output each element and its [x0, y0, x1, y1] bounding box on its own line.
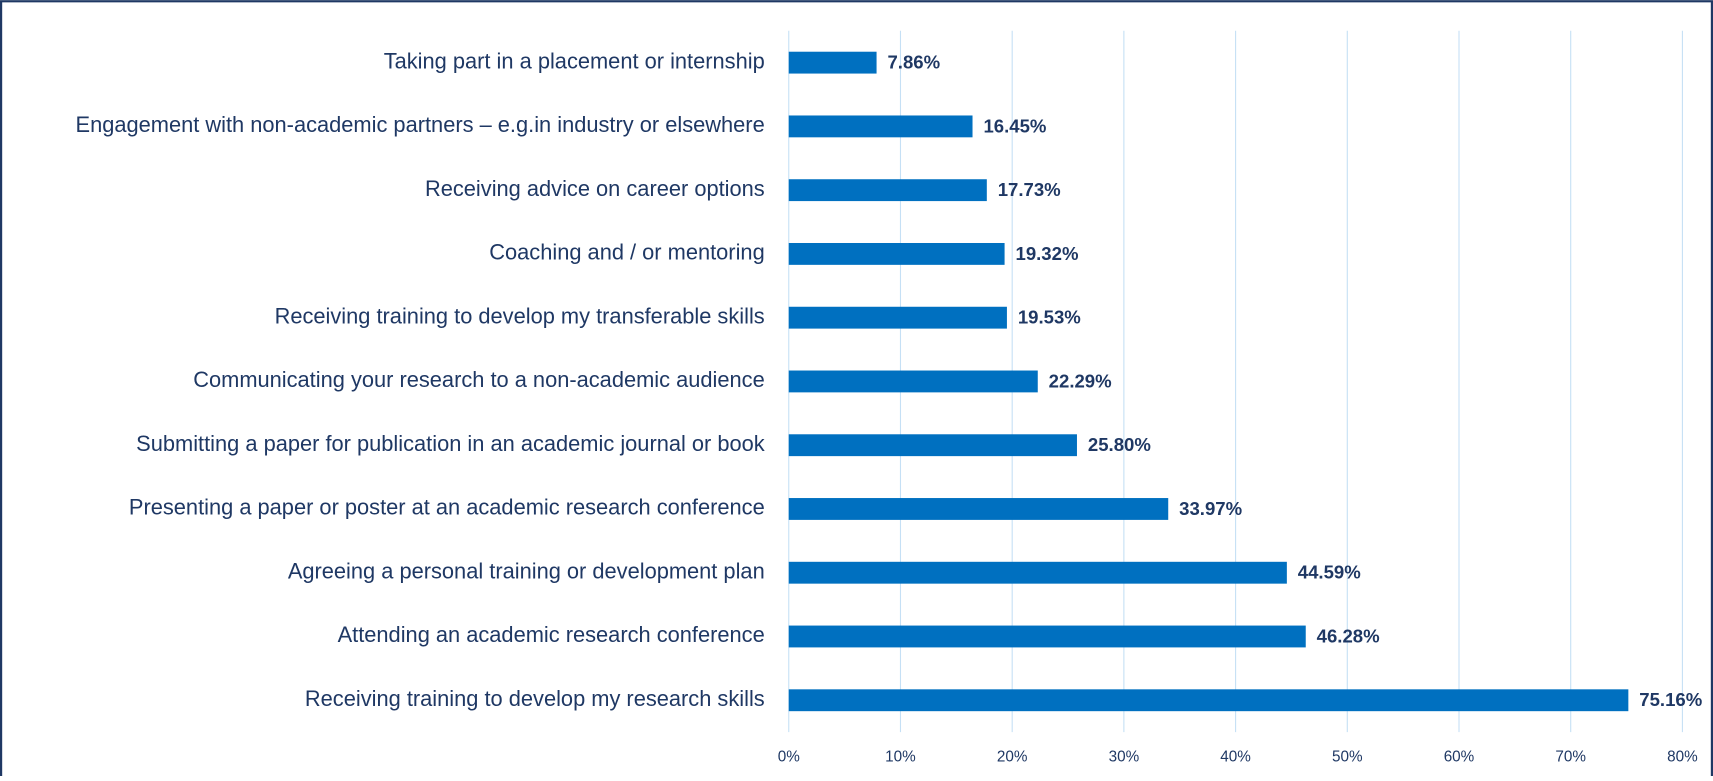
- x-tick-label: 60%: [1444, 748, 1475, 765]
- value-label: 46.28%: [1317, 625, 1380, 646]
- bar: [788, 625, 1306, 648]
- category-label: Attending an academic research conferenc…: [338, 622, 765, 647]
- x-tick-label: 20%: [997, 748, 1028, 765]
- x-tick-label: 80%: [1667, 748, 1698, 765]
- x-tick-label: 40%: [1220, 748, 1251, 765]
- value-label: 44.59%: [1298, 562, 1361, 583]
- value-label: 19.32%: [1016, 243, 1079, 264]
- value-label: 75.16%: [1639, 689, 1702, 710]
- bar: [788, 434, 1077, 457]
- bar: [788, 370, 1038, 393]
- category-label: Coaching and / or mentoring: [489, 240, 764, 265]
- category-label: Agreeing a personal training or developm…: [288, 558, 765, 583]
- value-label: 25.80%: [1088, 434, 1151, 455]
- x-tick-label: 50%: [1332, 748, 1363, 765]
- bar: [788, 179, 987, 202]
- x-tick-label: 70%: [1555, 748, 1586, 765]
- category-label: Receiving training to develop my researc…: [305, 686, 765, 711]
- value-label: 17.73%: [998, 179, 1061, 200]
- category-label: Engagement with non-academic partners – …: [76, 112, 765, 137]
- value-label: 7.86%: [887, 52, 940, 73]
- x-tick-label: 0%: [778, 748, 800, 765]
- value-label: 19.53%: [1018, 307, 1081, 328]
- bar: [788, 689, 1629, 712]
- category-label: Receiving advice on career options: [425, 176, 765, 201]
- category-label: Taking part in a placement or internship: [384, 48, 765, 73]
- category-label: Receiving training to develop my transfe…: [275, 303, 765, 328]
- x-tick-label: 10%: [885, 748, 916, 765]
- bar: [788, 242, 1005, 265]
- category-label: Presenting a paper or poster at an acade…: [129, 495, 765, 520]
- bar: [788, 51, 877, 74]
- x-tick-label: 30%: [1109, 748, 1140, 765]
- bar: [788, 498, 1169, 520]
- bar: [788, 115, 973, 138]
- value-label: 16.45%: [983, 115, 1046, 136]
- value-label: 33.97%: [1179, 498, 1242, 519]
- bar: [788, 306, 1007, 329]
- category-label: Communicating your research to a non-aca…: [193, 367, 764, 392]
- value-label: 22.29%: [1049, 370, 1112, 391]
- category-label: Submitting a paper for publication in an…: [136, 431, 765, 456]
- bar: [788, 561, 1287, 584]
